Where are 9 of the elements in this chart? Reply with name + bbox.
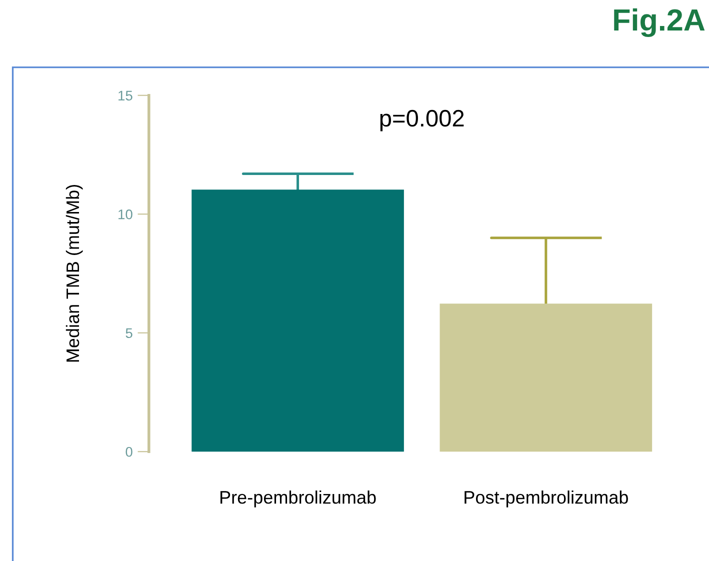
y-tick-label: 10 [118,209,132,220]
y-tick-label: 5 [126,328,132,338]
annotation: p=0.002 [380,110,464,132]
y-tick-label: 0 [126,446,132,457]
x-tick-label: Pre-pembrolizumab [220,490,376,508]
y-tick-label: 15 [118,90,132,101]
chart-title: Fig.2A [614,8,705,38]
x-tick-label: Post-pembrolizumab [464,490,628,508]
y-axis-title: Median TMB (mut/Mb) [66,184,83,362]
